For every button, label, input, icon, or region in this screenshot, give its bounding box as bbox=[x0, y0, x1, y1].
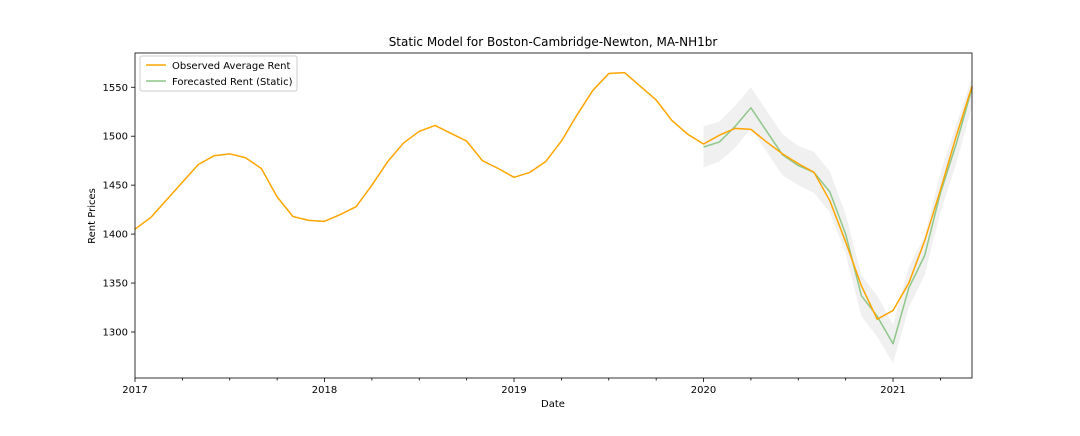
legend-frame bbox=[139, 55, 298, 92]
chart-title: Static Model for Boston-Cambridge-Newton… bbox=[389, 35, 718, 49]
y-tick-label: 1350 bbox=[103, 279, 128, 290]
y-tick-label: 1300 bbox=[103, 327, 128, 338]
y-axis-label: Rent Prices bbox=[87, 188, 98, 244]
legend: Observed Average Rent Forecasted Rent (S… bbox=[139, 55, 298, 92]
plot-frame bbox=[134, 52, 973, 379]
y-tick-label: 1450 bbox=[103, 181, 128, 192]
x-tick-label: 2018 bbox=[312, 385, 337, 396]
x-tick-label: 2020 bbox=[691, 385, 716, 396]
axis-layer: 1300 1350 1400 1450 1500 1550 2017 2018 2019 2020… bbox=[103, 52, 973, 396]
x-tick-label: 2019 bbox=[501, 385, 526, 396]
legend-label-forecast: Forecasted Rent (Static) bbox=[172, 77, 293, 88]
legend-label-observed: Observed Average Rent bbox=[172, 61, 291, 72]
y-tick-label: 1550 bbox=[103, 83, 128, 94]
plot-layer bbox=[134, 71, 973, 364]
forecast-line bbox=[703, 88, 973, 345]
y-tick-label: 1500 bbox=[103, 132, 128, 143]
x-axis-label: Date bbox=[541, 399, 565, 410]
observed-line bbox=[134, 71, 973, 321]
x-tick-label: 2017 bbox=[122, 385, 147, 396]
y-tick-label: 1400 bbox=[103, 230, 128, 241]
x-tick-label: 2021 bbox=[880, 385, 905, 396]
